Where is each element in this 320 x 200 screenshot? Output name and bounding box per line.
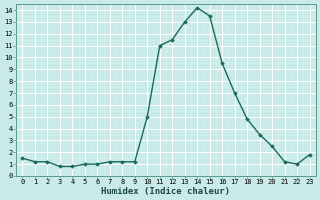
X-axis label: Humidex (Indice chaleur): Humidex (Indice chaleur) [101, 187, 230, 196]
